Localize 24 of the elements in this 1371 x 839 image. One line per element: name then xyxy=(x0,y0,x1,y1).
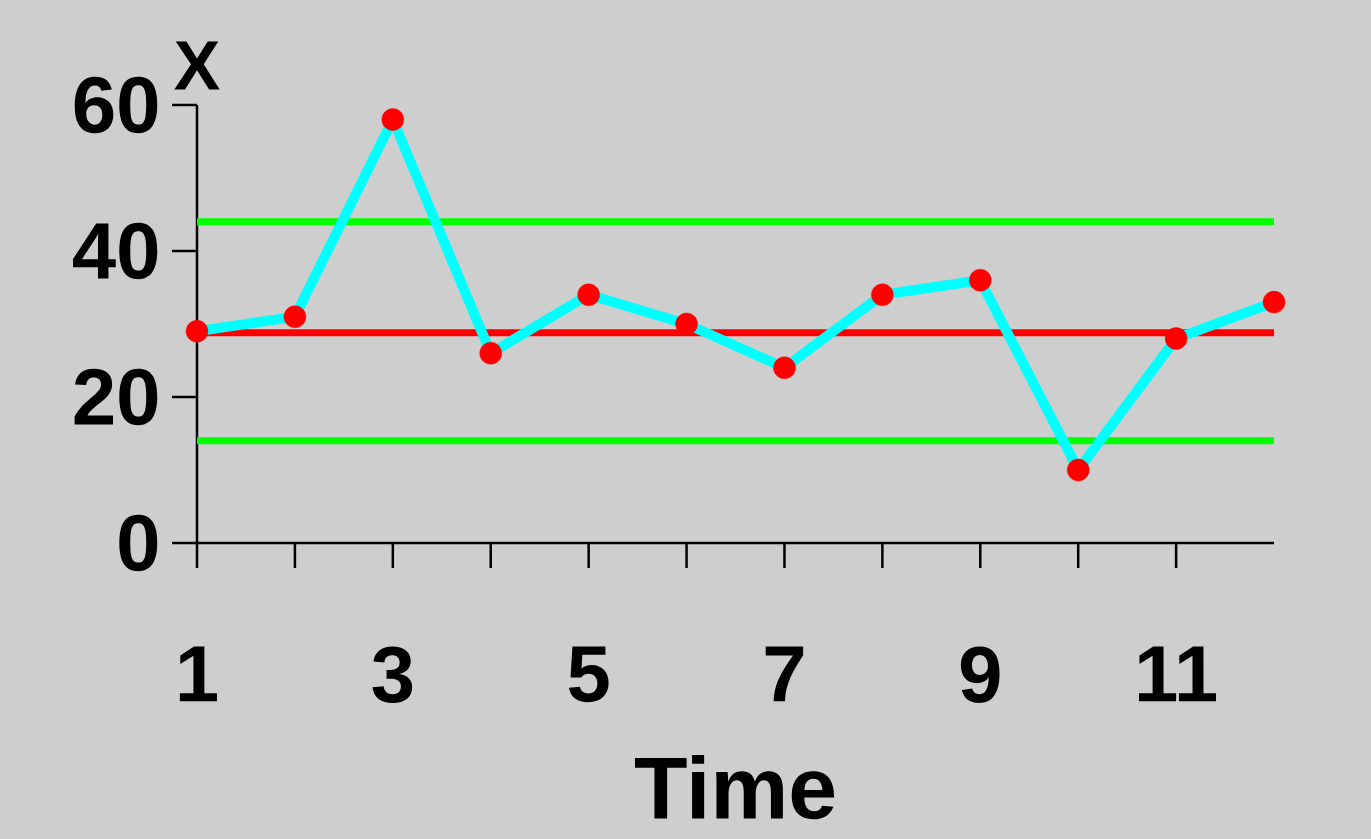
point xyxy=(283,305,307,328)
point xyxy=(773,356,796,379)
y-axis-title: X xyxy=(174,41,220,90)
point xyxy=(1262,290,1286,314)
x-tick-label: 7 xyxy=(765,646,804,702)
y-tick-label: 0 xyxy=(119,514,158,572)
point xyxy=(1164,327,1188,350)
point xyxy=(577,283,600,306)
point xyxy=(675,312,698,336)
x-tick-label: 3 xyxy=(372,646,413,704)
x-tick-label: 11 xyxy=(1139,646,1217,702)
point xyxy=(185,320,209,343)
point xyxy=(871,283,894,306)
point xyxy=(969,268,992,292)
point xyxy=(479,342,502,365)
point xyxy=(381,108,405,131)
x-tick-label: 5 xyxy=(568,646,609,703)
y-tick-label: 60 xyxy=(74,76,158,134)
y-tick-label: 20 xyxy=(74,368,158,426)
x-axis-title: Time xyxy=(634,754,835,820)
x-tick-label: 9 xyxy=(960,646,1000,703)
x-tick-label: 1 xyxy=(179,646,217,702)
point xyxy=(1067,458,1090,482)
y-tick-label: 40 xyxy=(73,222,158,280)
